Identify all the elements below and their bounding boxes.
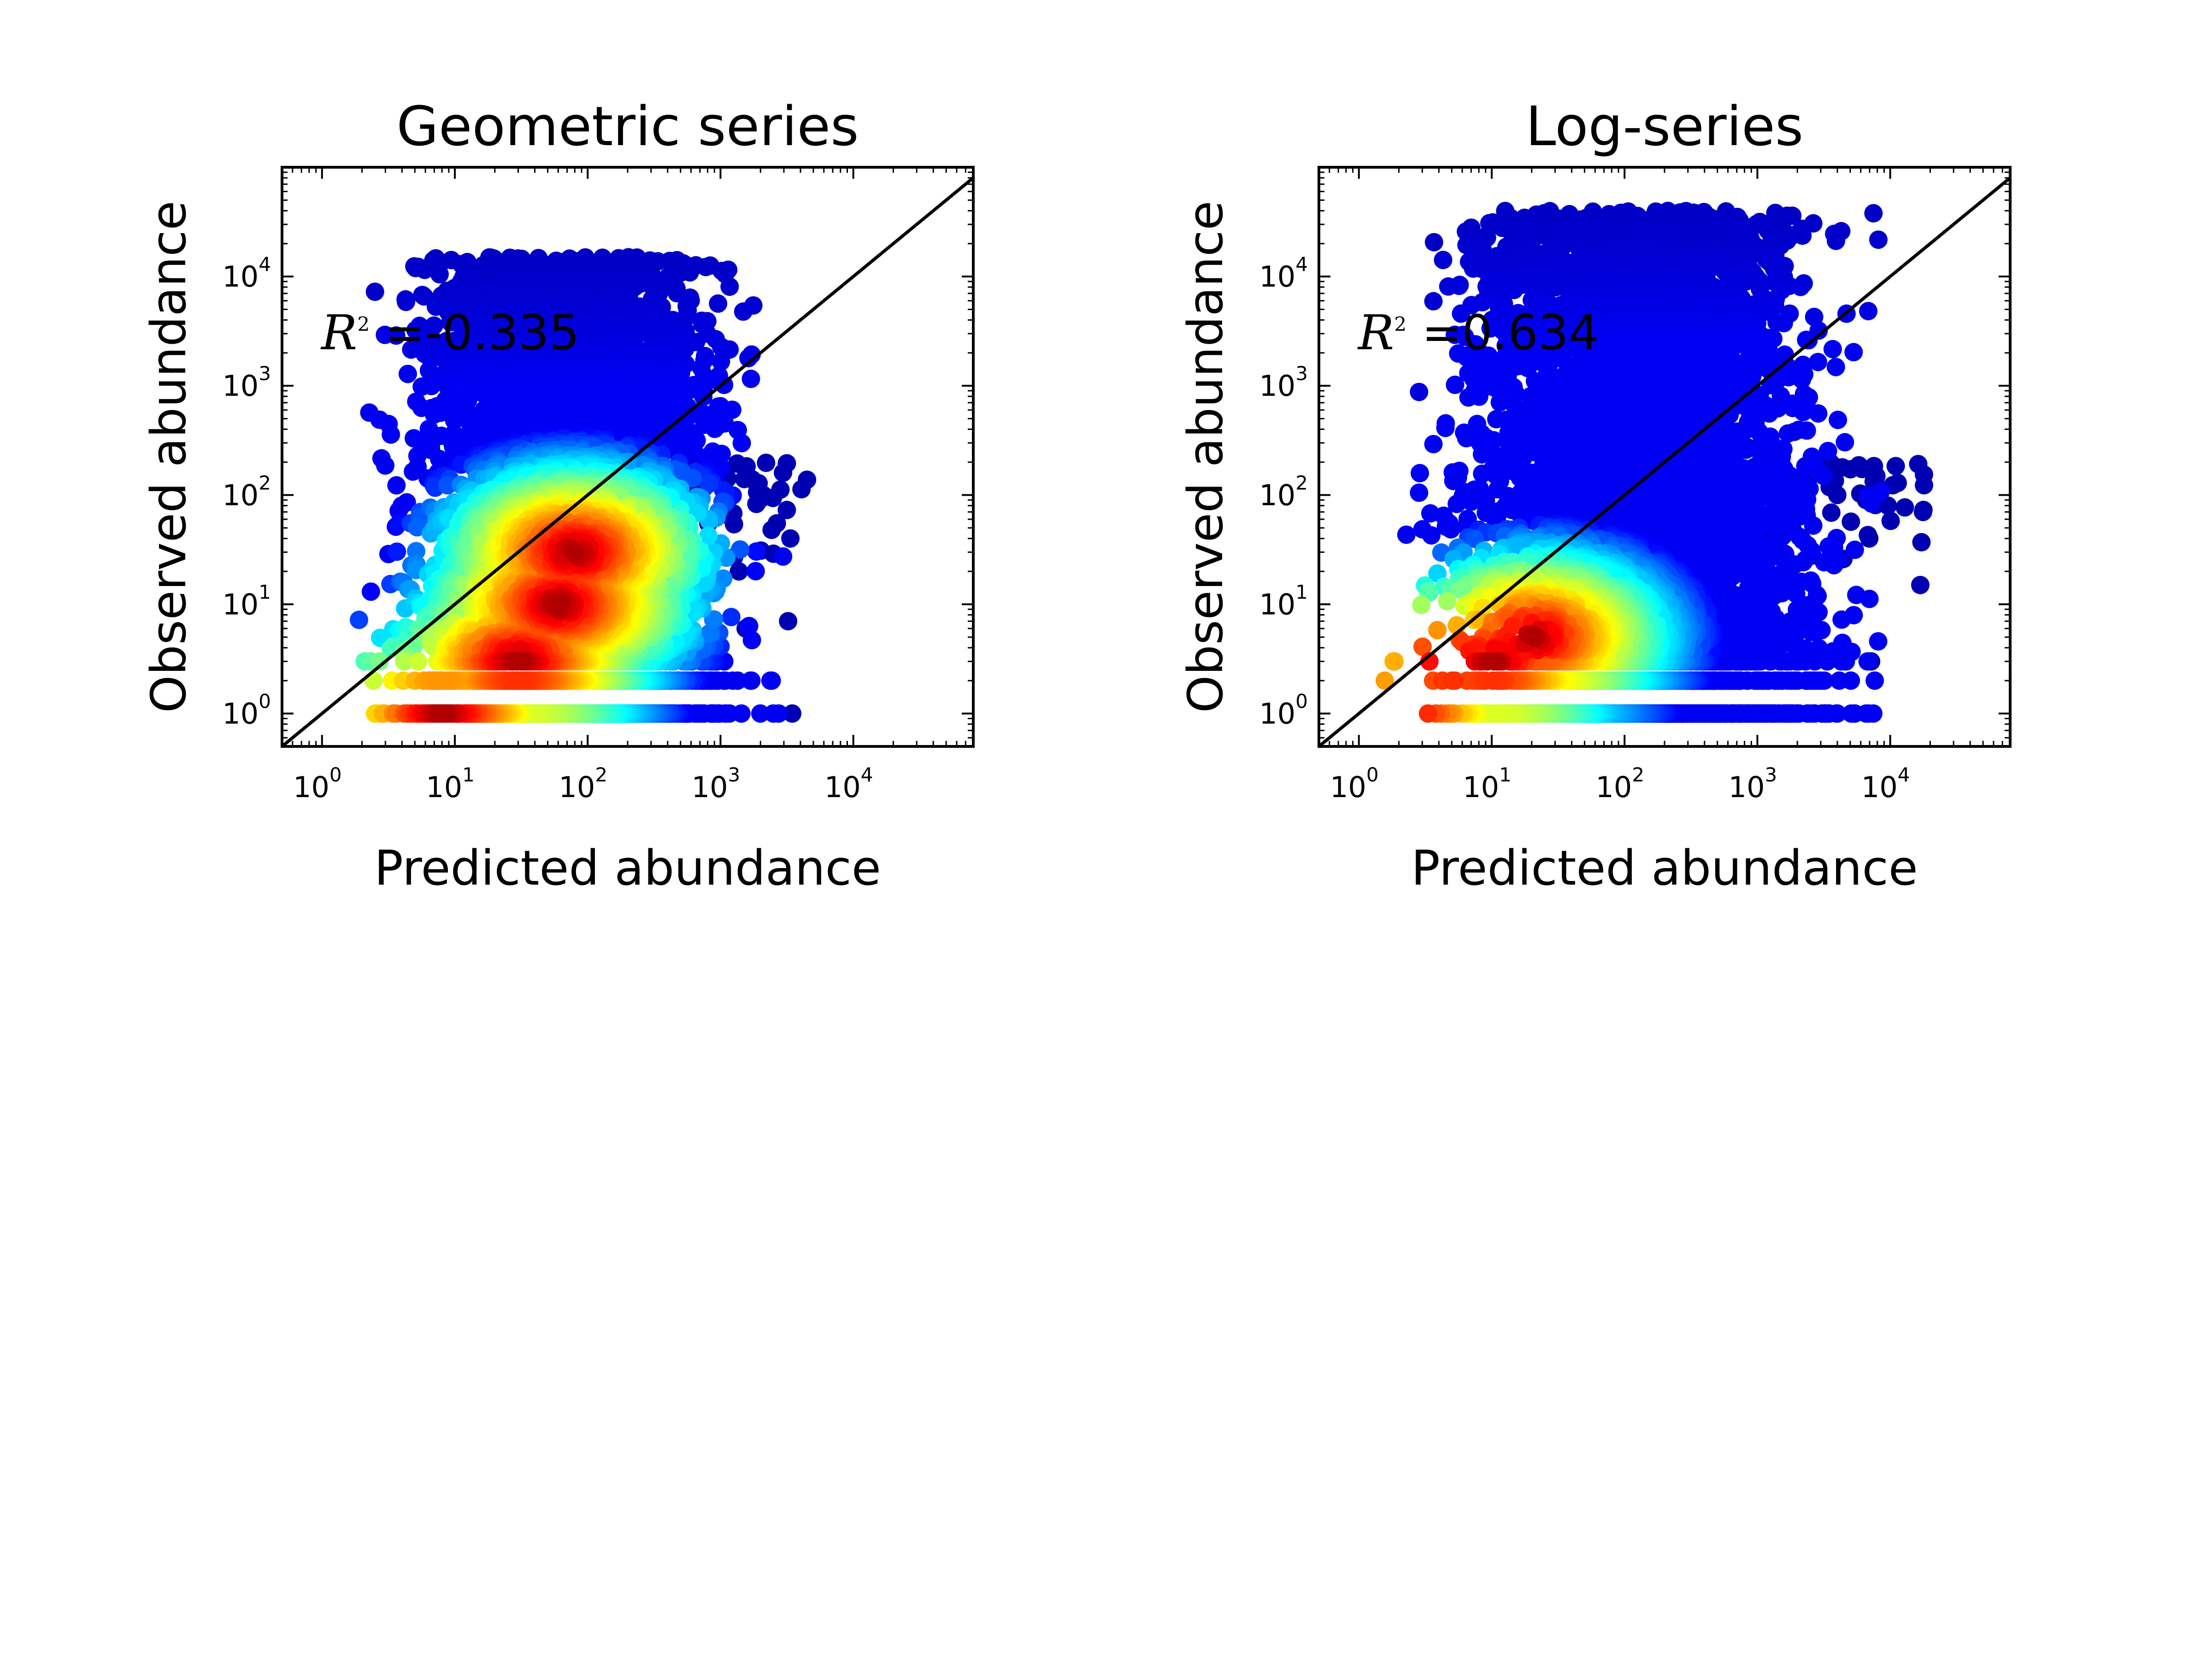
data-point xyxy=(751,704,770,723)
data-point xyxy=(365,282,384,301)
data-point xyxy=(614,381,633,400)
data-point xyxy=(372,449,391,468)
data-point xyxy=(732,704,751,723)
data-point xyxy=(510,387,529,405)
plot-area xyxy=(282,176,973,746)
point-cloud xyxy=(350,248,817,723)
data-point xyxy=(409,652,428,671)
data-point xyxy=(397,493,416,512)
data-point xyxy=(700,475,718,493)
data-point xyxy=(407,542,425,561)
data-point xyxy=(749,474,768,493)
data-point xyxy=(425,405,443,424)
data-point xyxy=(405,429,423,448)
data-point xyxy=(370,652,389,671)
data-point xyxy=(455,409,474,428)
data-point xyxy=(598,382,617,401)
data-point xyxy=(742,631,761,650)
data-point xyxy=(722,608,741,627)
data-point xyxy=(361,582,380,601)
data-point xyxy=(423,329,441,348)
data-point xyxy=(700,624,718,643)
data-point xyxy=(570,411,588,430)
data-point xyxy=(747,542,766,561)
data-point xyxy=(715,414,734,433)
data-point xyxy=(779,612,798,631)
data-point xyxy=(730,540,749,559)
data-point xyxy=(746,562,765,581)
data-point xyxy=(712,445,731,464)
data-point xyxy=(387,476,406,495)
data-point xyxy=(529,411,547,429)
data-point xyxy=(709,294,728,313)
data-point xyxy=(728,454,747,473)
data-point xyxy=(397,293,415,311)
data-point xyxy=(676,435,694,454)
data-point xyxy=(364,671,383,690)
data-point xyxy=(764,704,783,723)
data-point xyxy=(694,382,713,400)
data-point xyxy=(696,258,715,276)
data-point xyxy=(740,616,759,635)
data-point xyxy=(412,377,431,396)
data-point xyxy=(480,385,499,404)
data-point xyxy=(712,352,730,371)
data-point xyxy=(734,302,753,321)
data-point xyxy=(461,381,480,400)
data-point xyxy=(437,389,456,408)
data-point xyxy=(667,394,686,413)
data-point xyxy=(447,436,466,454)
data-point xyxy=(628,402,647,421)
data-point xyxy=(781,529,800,548)
data-point xyxy=(407,392,426,411)
data-point xyxy=(714,671,733,690)
data-point xyxy=(432,671,451,690)
data-point xyxy=(774,464,793,482)
data-point xyxy=(729,562,748,581)
data-point xyxy=(535,382,554,401)
data-point xyxy=(379,415,398,434)
data-point xyxy=(395,652,414,671)
data-point xyxy=(762,671,781,690)
data-point xyxy=(430,265,449,284)
panel-1: 100 101 102 103 104100101102103104Geometric … xyxy=(141,94,975,896)
data-point xyxy=(699,526,718,545)
data-point xyxy=(709,397,728,416)
data-point xyxy=(783,704,802,723)
data-point xyxy=(415,260,434,279)
data-point xyxy=(723,400,741,419)
data-point xyxy=(388,542,406,561)
data-point xyxy=(438,476,457,495)
data-point xyxy=(774,547,793,566)
data-point xyxy=(509,671,528,690)
data-point xyxy=(792,480,811,499)
data-point xyxy=(398,364,417,383)
data-point xyxy=(600,411,619,429)
data-point xyxy=(739,349,758,368)
data-point xyxy=(548,405,566,424)
data-point xyxy=(471,417,489,435)
data-point xyxy=(681,406,700,425)
data-point xyxy=(441,313,460,332)
data-point xyxy=(742,671,761,690)
data-point xyxy=(732,434,751,452)
data-point xyxy=(704,610,723,629)
data-point xyxy=(741,370,760,388)
data-point xyxy=(568,380,587,399)
data-point xyxy=(720,277,739,296)
data-point xyxy=(376,325,394,344)
data-point xyxy=(419,420,438,438)
data-point xyxy=(767,514,786,533)
data-point xyxy=(350,610,368,629)
data-point xyxy=(477,402,496,421)
data-point xyxy=(757,453,776,472)
data-point xyxy=(777,500,796,519)
data-point xyxy=(709,704,728,723)
